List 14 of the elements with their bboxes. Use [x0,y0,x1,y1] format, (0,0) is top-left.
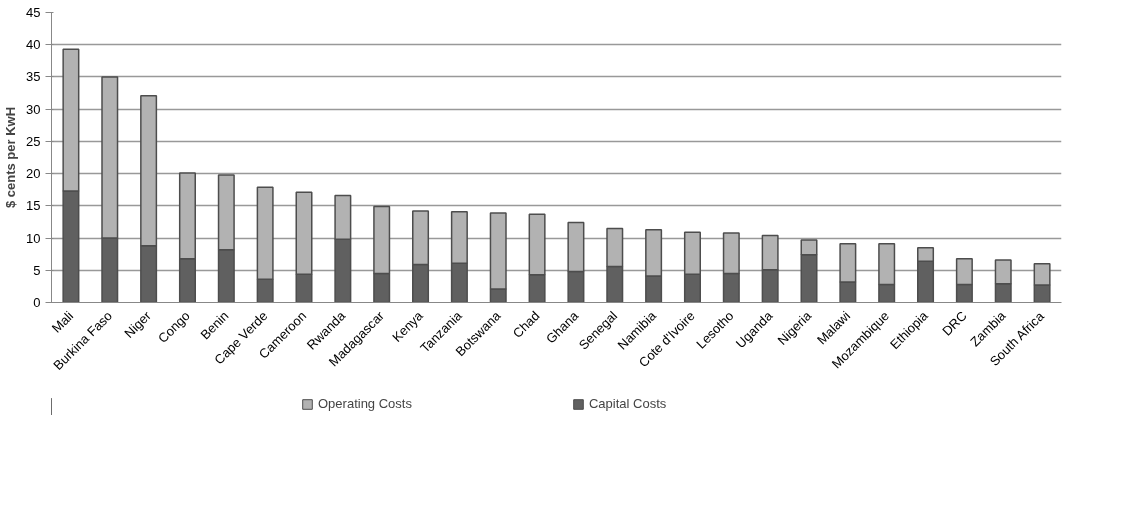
y-tick-label: 45 [26,5,41,20]
y-tick-label: 30 [26,101,41,117]
legend-label: Capital Costs [588,396,667,411]
legend-label: Operating Costs [318,396,412,411]
y-tick-label: 25 [26,133,41,149]
y-tick-label: 5 [33,262,41,278]
y-tick-label: 0 [33,295,41,310]
x-tick-label: Mali [48,308,77,336]
y-tick-label: 10 [26,230,41,246]
y-tick-label: 15 [26,198,41,214]
y-tick-label: 40 [26,37,41,53]
y-tick-label: 35 [26,69,41,85]
y-tick-label: 20 [26,166,41,182]
y-axis-title: $ cents per KwH [3,106,19,209]
